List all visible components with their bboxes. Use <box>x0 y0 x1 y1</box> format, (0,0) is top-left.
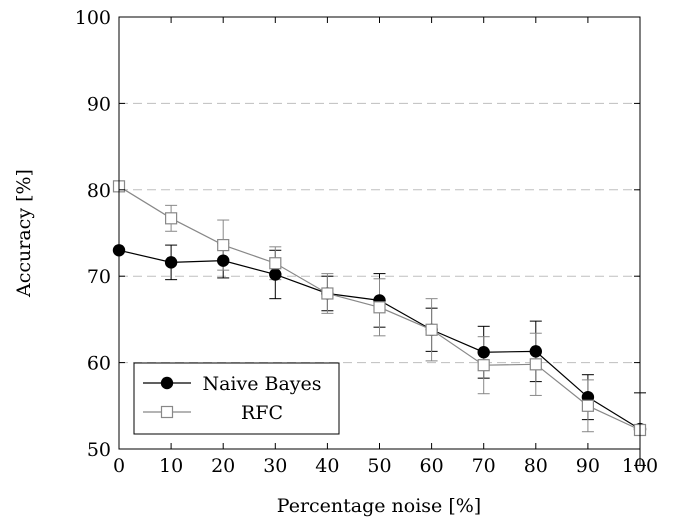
x-tick-label-100: 100 <box>622 455 658 477</box>
legend-marker-rfc <box>160 405 174 419</box>
y-axis-title: Accuracy [%] <box>13 169 35 298</box>
data-point-naive-bayes-70 <box>477 346 490 359</box>
legend-box <box>133 362 340 435</box>
data-point-rfc-50 <box>373 301 386 314</box>
tick-labels: 50 60 70 80 90 100 0 10 20 30 40 50 60 70 80 90 100 <box>75 7 658 477</box>
data-point-naive-bayes-30 <box>269 268 282 281</box>
x-tick-label-10: 10 <box>159 455 183 477</box>
legend-entry-naive-bayes: Naive Bayes <box>143 373 322 395</box>
data-point-rfc-90 <box>581 399 595 412</box>
x-tick-label-30: 30 <box>263 455 287 477</box>
x-tick-label-50: 50 <box>367 455 391 477</box>
legend-label-rfc: RFC <box>241 402 283 424</box>
x-tick-label-60: 60 <box>420 455 444 477</box>
legend-entry-rfc: RFC <box>143 402 283 424</box>
legend-label-naive-bayes: Naive Bayes <box>202 373 321 395</box>
data-point-naive-bayes-80 <box>529 345 542 358</box>
data-point-rfc-20 <box>217 238 230 252</box>
legend: Naive Bayes RFC <box>133 362 340 435</box>
x-axis-title: Percentage noise [%] <box>277 495 481 517</box>
y-tick-label-60: 60 <box>87 353 111 375</box>
y-tick-label-90: 90 <box>87 93 111 115</box>
y-tick-label-50: 50 <box>87 439 111 461</box>
data-point-rfc-70 <box>477 359 490 372</box>
y-tick-label-70: 70 <box>87 266 111 288</box>
data-point-rfc-40 <box>321 287 334 300</box>
x-tick-label-0: 0 <box>113 455 125 477</box>
legend-marker-naive-bayes <box>160 376 174 390</box>
x-tick-label-40: 40 <box>315 455 339 477</box>
data-point-naive-bayes-20 <box>217 254 230 267</box>
data-point-naive-bayes-10 <box>164 256 178 269</box>
y-tick-label-80: 80 <box>87 180 111 202</box>
data-point-rfc-80 <box>529 358 542 371</box>
data-point-rfc-10 <box>165 212 178 225</box>
data-point-rfc-30 <box>269 257 282 270</box>
x-tick-label-20: 20 <box>211 455 235 477</box>
x-tick-label-90: 90 <box>576 455 600 477</box>
plot-frame <box>118 16 641 450</box>
x-tick-label-70: 70 <box>472 455 496 477</box>
y-tick-label-100: 100 <box>75 7 111 29</box>
data-point-rfc-60 <box>425 323 438 336</box>
x-tick-label-80: 80 <box>524 455 548 477</box>
grid-lines <box>119 102 640 364</box>
